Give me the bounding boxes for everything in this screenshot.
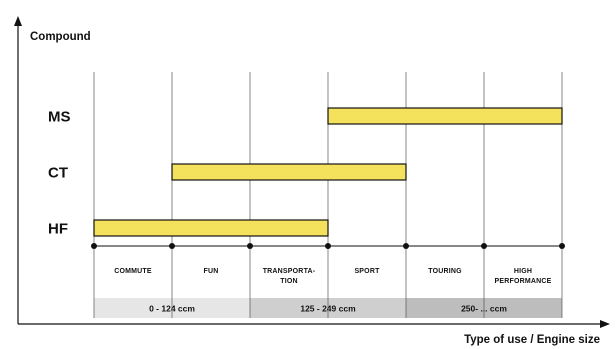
use-label: SPORT	[354, 268, 380, 275]
boundary-dot	[325, 243, 331, 249]
use-label: TRANSPORTA-	[263, 268, 316, 275]
use-label: PERFORMANCE	[494, 278, 551, 285]
labels: MS CT HF COMMUTE FUN TRANSPORTA- TION SPORT TOUR…	[48, 109, 551, 286]
x-axis-arrow-icon	[600, 320, 610, 328]
use-label: COMMUTE	[114, 268, 152, 275]
boundary-dot	[403, 243, 409, 249]
y-axis-arrow-icon	[14, 16, 22, 26]
compound-label: HF	[48, 221, 68, 238]
use-baseline	[91, 243, 565, 249]
use-label: FUN	[204, 268, 219, 275]
bar-ct	[171, 163, 407, 181]
use-label: TION	[280, 278, 298, 285]
boundary-dot	[481, 243, 487, 249]
compound-label: CT	[48, 165, 68, 182]
bar-ms	[327, 107, 563, 125]
y-axis-title: Compound	[30, 31, 91, 43]
boundary-dot	[559, 243, 565, 249]
x-axis-title: Type of use / Engine size	[464, 334, 600, 346]
boundary-dot	[169, 243, 175, 249]
boundary-dot	[247, 243, 253, 249]
use-label: TOURING	[428, 268, 462, 275]
compound-bars	[93, 107, 563, 237]
bar-hf	[93, 219, 329, 237]
boundary-dot	[91, 243, 97, 249]
use-label: HIGH	[514, 268, 532, 275]
compound-label: MS	[48, 109, 71, 126]
